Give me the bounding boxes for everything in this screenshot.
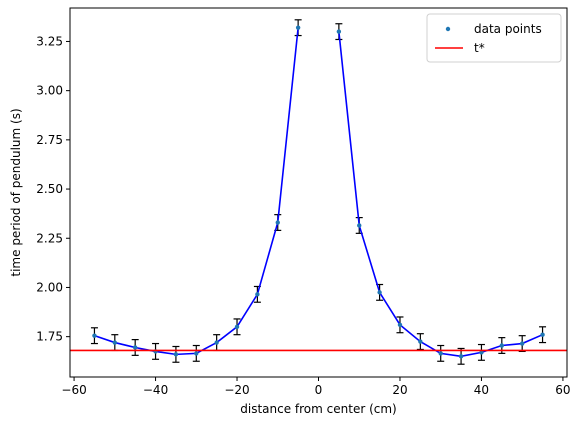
x-tick-label: 0	[315, 383, 323, 397]
data-point	[418, 339, 423, 344]
data-point	[336, 29, 342, 34]
data-point	[438, 351, 443, 356]
data-point	[275, 220, 280, 225]
series-line	[338, 31, 543, 358]
y-tick-label: 2.50	[36, 182, 63, 196]
y-axis-ticks: 1.75 2.00 2.25 2.50 2.75 3.00 3.25	[36, 34, 70, 344]
legend-marker-data-points	[445, 26, 451, 32]
legend-label-data-points: data points	[474, 22, 542, 36]
y-tick-label: 2.75	[36, 133, 63, 147]
y-tick-label: 2.25	[36, 231, 63, 245]
data-point	[377, 290, 382, 295]
data-point	[132, 345, 138, 350]
series-lines	[94, 27, 543, 358]
data-point	[234, 324, 240, 330]
data-point	[458, 354, 464, 359]
data-point	[519, 341, 525, 346]
data-point	[214, 340, 219, 345]
x-tick-label: −40	[143, 383, 168, 397]
y-tick-label: 2.00	[36, 280, 63, 294]
y-tick-label: 3.25	[36, 34, 63, 48]
data-point	[479, 350, 484, 355]
y-tick-label: 1.75	[36, 330, 63, 344]
x-axis-ticks: −60 −40 −20 0 20 40 60	[61, 377, 571, 397]
series-line	[94, 27, 299, 356]
data-point	[295, 25, 301, 30]
data-point	[357, 223, 362, 228]
data-point	[499, 343, 505, 348]
x-tick-label: −20	[224, 383, 249, 397]
data-point	[397, 322, 403, 328]
data-point	[194, 351, 199, 356]
x-tick-label: 60	[555, 383, 570, 397]
data-point	[92, 333, 97, 338]
data-point	[173, 352, 179, 357]
y-axis-label: time period of pendulum (s)	[9, 108, 23, 276]
data-point	[112, 340, 118, 345]
data-points	[92, 25, 545, 359]
x-tick-label: 20	[392, 383, 407, 397]
legend: data points t*	[426, 13, 562, 63]
data-point	[540, 332, 545, 337]
legend-label-t-star: t*	[474, 41, 485, 55]
legend-box	[426, 13, 562, 63]
x-axis-label: distance from center (cm)	[240, 402, 396, 416]
x-tick-label: −60	[61, 383, 86, 397]
plot-frame	[69, 7, 568, 378]
x-tick-label: 40	[474, 383, 489, 397]
error-bars	[90, 19, 547, 365]
y-tick-label: 3.00	[36, 84, 63, 98]
data-point	[255, 292, 260, 297]
